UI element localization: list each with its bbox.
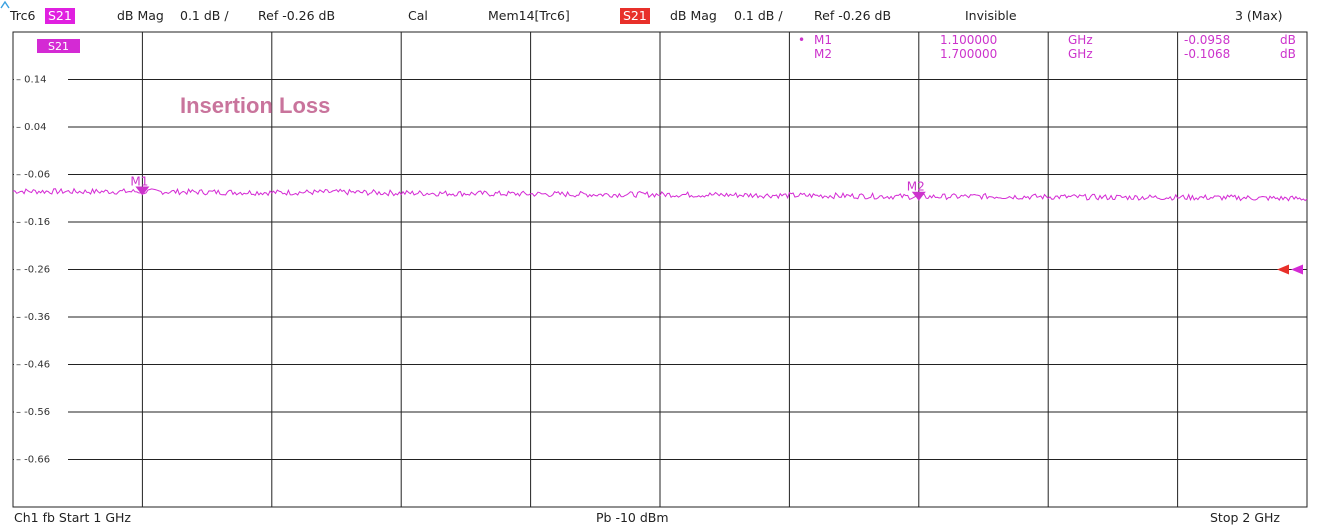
marker-row-freq: 1.700000 <box>940 47 997 61</box>
stop-frequency[interactable]: Stop 2 GHz <box>1210 510 1280 525</box>
marker-triangle <box>911 191 926 201</box>
marker-label: M2 <box>907 180 925 194</box>
format-label[interactable]: dB Mag <box>117 8 164 23</box>
tick-label-bg <box>14 452 68 465</box>
power-level[interactable]: Pb -10 dBm <box>596 510 669 525</box>
marker-row-label: M1 <box>814 33 832 47</box>
tick-label-bg <box>14 357 68 370</box>
y-tick-label: – 0.04 <box>16 122 46 133</box>
marker-row-freq: 1.100000 <box>940 33 997 47</box>
tick-label-bg <box>14 120 68 132</box>
tick-label-bg <box>14 262 68 275</box>
diagram-area-icon[interactable] <box>0 0 10 10</box>
ref-arrow-mem <box>1277 264 1289 275</box>
max-label: 3 (Max) <box>1235 8 1283 23</box>
marker-row-vunit: dB <box>1280 47 1296 61</box>
mem-trace-name[interactable]: Mem14[Trc6] <box>488 8 570 23</box>
y-tick-label: – -0.66 <box>16 455 50 466</box>
trace-name[interactable]: Trc6 <box>10 8 36 23</box>
marker-row-unit: GHz <box>1068 47 1093 61</box>
marker-triangle <box>135 186 150 196</box>
y-tick-label: – -0.56 <box>16 407 50 418</box>
graticule <box>12 31 1308 508</box>
reference-level-marker <box>1277 264 1303 275</box>
ref-arrow-trace <box>1291 264 1303 275</box>
tick-label-bg <box>14 167 68 180</box>
param-tag[interactable]: S21 <box>45 8 75 24</box>
tick-label-bg <box>14 310 68 322</box>
mem-format-label[interactable]: dB Mag <box>670 8 717 23</box>
marker-info-table: • M1 1.100000 GHz -0.0958 dB M2 1.700000… <box>798 33 1296 61</box>
marker-row-label: M2 <box>814 47 832 61</box>
tick-label-bg <box>14 215 68 227</box>
marker-row-value: -0.1068 <box>1184 47 1230 61</box>
invisible-label[interactable]: Invisible <box>965 8 1017 23</box>
cal-label[interactable]: Cal <box>408 8 428 23</box>
start-frequency[interactable]: Ch1 fb Start 1 GHz <box>14 510 131 525</box>
y-tick-label: – -0.16 <box>16 217 50 228</box>
marker-label: M1 <box>130 175 148 189</box>
insertion-loss-annotation: Insertion Loss <box>180 93 330 118</box>
scale-label[interactable]: 0.1 dB / <box>180 8 229 23</box>
ref-label[interactable]: Ref -0.26 dB <box>258 8 336 23</box>
s21-trace <box>12 187 1308 202</box>
marker-row-vunit: dB <box>1280 33 1296 47</box>
mem-param-tag[interactable]: S21 <box>620 8 650 24</box>
trace-label-box[interactable] <box>37 39 80 53</box>
tick-label-bg <box>14 72 68 85</box>
marker-row-unit: GHz <box>1068 33 1093 47</box>
trace-header: Trc6 S21 dB Mag 0.1 dB / Ref -0.26 dB Ca… <box>0 0 1317 30</box>
trace-label: S21 <box>48 40 69 53</box>
mem-ref-label[interactable]: Ref -0.26 dB <box>814 8 892 23</box>
marker-row-value: -0.0958 <box>1184 33 1230 47</box>
mem-scale-label[interactable]: 0.1 dB / <box>734 8 783 23</box>
y-tick-label: – -0.26 <box>16 265 50 276</box>
tick-label-bg <box>14 405 68 417</box>
trace-markers: M1 M2 <box>130 175 926 201</box>
y-tick-label: – -0.46 <box>16 360 50 371</box>
y-tick-label: – -0.06 <box>16 170 50 181</box>
active-marker-dot: • <box>798 33 805 47</box>
y-tick-label: – -0.36 <box>16 312 50 323</box>
y-tick-label: – 0.14 <box>16 75 46 86</box>
y-axis-tick-labels: – 0.14 – 0.04 – -0.06 – -0.16 – -0.26 – -0.36… <box>14 72 68 466</box>
